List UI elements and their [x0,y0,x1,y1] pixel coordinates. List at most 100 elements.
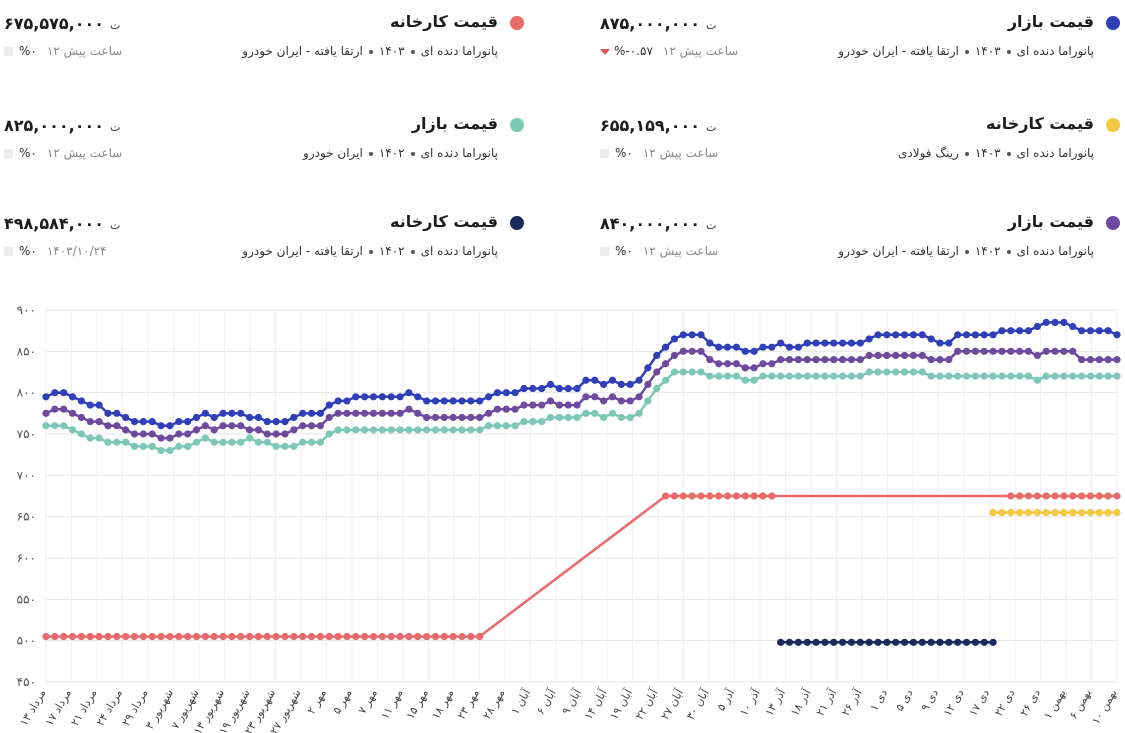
data-point [697,331,705,339]
subtitle-model: پانوراما دنده ای [420,44,498,58]
data-point [104,632,112,641]
data-point [520,384,528,393]
price-card[interactable]: قیمت کارخانه پانوراما دنده ای ۱۴۰۲ ارتقا ی… [4,210,524,280]
data-point [42,409,50,417]
data-point [281,418,289,426]
x-tick-label: ۵ مهر [330,687,355,716]
x-tick-label: ۲۸ مهر [480,687,507,722]
data-point [998,508,1006,517]
data-point [750,347,758,355]
data-point [139,442,147,450]
data-point [1104,492,1112,500]
data-point [431,397,440,405]
update-time: ۱۴۰۳/۱۰/۲۴ [46,244,107,258]
data-point [272,442,280,450]
data-point [1086,508,1095,517]
data-point [307,438,316,446]
data-point [900,368,909,376]
data-point [794,638,802,646]
data-point [661,492,670,500]
data-point [237,632,245,641]
data-point [945,356,953,364]
data-point [104,422,112,430]
card-title: قیمت بازار [1007,12,1094,31]
data-point [77,632,86,641]
data-point [201,434,209,442]
data-point [95,418,103,426]
data-point [989,331,997,339]
card-subtitle: پانوراما دنده ای ۱۴۰۲ ایران خودرو [303,146,498,160]
data-point [909,331,918,339]
data-point [166,632,174,641]
data-point [307,422,316,430]
data-point [706,356,714,364]
data-point [299,409,307,417]
data-point [77,430,86,438]
data-point [653,368,661,376]
neutral-change-icon [600,247,609,256]
subtitle-year: ۱۴۰۳ [974,44,1001,58]
data-point [1069,372,1077,380]
data-point [219,409,227,417]
data-point [1016,327,1024,335]
data-point [821,638,829,646]
data-point [839,356,847,364]
data-point [706,492,714,500]
data-point [688,331,696,339]
data-point [608,409,617,417]
data-point [962,347,971,355]
data-point [476,397,484,405]
data-point [573,401,581,409]
data-point [378,409,386,417]
data-point [440,413,448,422]
data-point [1060,318,1068,326]
data-point [688,347,696,355]
series-line [46,494,1117,638]
data-point [113,632,121,641]
x-tick-label: ۹ دی [918,687,941,713]
data-point [856,638,864,646]
data-point [1016,347,1024,355]
data-point [617,397,625,405]
price-card[interactable]: قیمت بازار پانوراما دنده ای ۱۴۰۳ ارتقا یاف… [600,10,1120,80]
data-point [777,372,785,380]
data-point [60,405,68,413]
data-point [954,638,962,646]
x-tick-label: ۲۳ مهر [455,687,482,722]
price-card[interactable]: قیمت کارخانه پانوراما دنده ای ۱۴۰۳ ارتقا ی… [4,10,524,80]
data-point [768,492,776,500]
price-card[interactable]: قیمت بازار پانوراما دنده ای ۱۴۰۲ ارتقا یاف… [600,210,1120,280]
x-tick-label: ۲ مهر [305,687,330,716]
data-point [723,343,732,351]
data-point [564,413,572,422]
data-point [661,376,670,384]
data-point [564,384,572,393]
price-card[interactable]: قیمت کارخانه پانوراما دنده ای ۱۴۰۳ رینگ فو… [600,112,1120,182]
data-point [546,380,555,388]
data-point [290,413,298,422]
change-percent: %۰ [19,146,37,160]
data-point [334,409,342,417]
data-point [440,397,448,405]
price-card[interactable]: قیمت بازار پانوراما دنده ای ۱۴۰۲ ایران خود… [4,112,524,182]
data-point [157,434,165,442]
data-point [1007,372,1015,380]
data-point [325,430,333,438]
subtitle-model: پانوراما دنده ای [1016,146,1094,160]
currency-unit: ت [110,19,121,32]
data-point [210,438,218,446]
y-tick-label: ۹۰۰ [17,303,36,317]
data-point [803,339,811,347]
down-arrow-icon [600,48,610,55]
subtitle-model: پانوراما دنده ای [420,146,498,160]
x-tick-label: ۱۸ آذر [787,686,814,719]
data-point [148,442,156,450]
card-price: ۸۴۰,۰۰۰,۰۰۰ ت [600,214,716,233]
data-point [936,638,944,646]
data-point [679,331,687,339]
data-point [387,632,395,641]
data-point [803,372,811,380]
data-point [493,422,502,430]
data-point [290,442,298,450]
